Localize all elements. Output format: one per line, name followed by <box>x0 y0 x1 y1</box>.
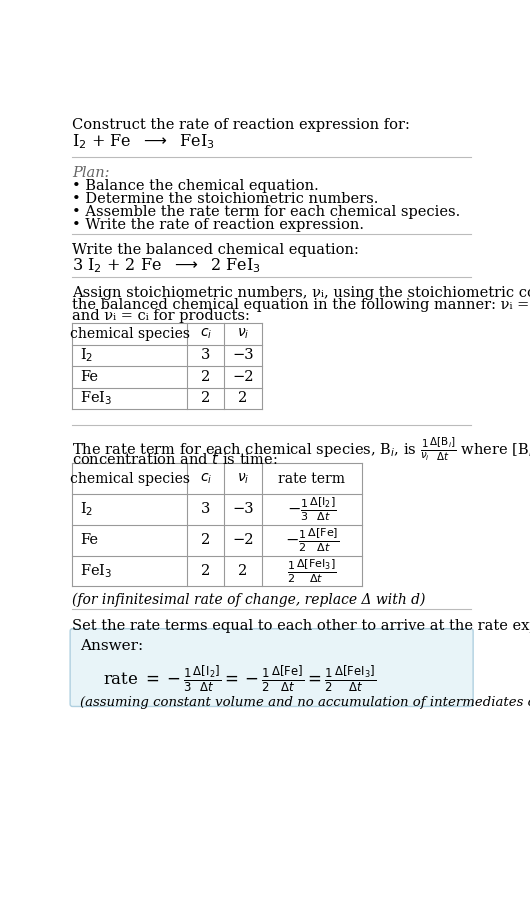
Text: Assign stoichiometric numbers, νᵢ, using the stoichiometric coefficients, cᵢ, fr: Assign stoichiometric numbers, νᵢ, using… <box>73 286 530 300</box>
Text: • Assemble the rate term for each chemical species.: • Assemble the rate term for each chemic… <box>73 205 461 219</box>
Text: I$_2$: I$_2$ <box>80 500 93 518</box>
Text: 2: 2 <box>201 370 210 384</box>
Text: the balanced chemical equation in the following manner: νᵢ = −cᵢ for reactants: the balanced chemical equation in the fo… <box>73 298 530 311</box>
Text: I$_2$ + Fe  $\longrightarrow$  FeI$_3$: I$_2$ + Fe $\longrightarrow$ FeI$_3$ <box>73 132 215 151</box>
Text: rate $= -\frac{1}{3}\frac{\Delta[\mathrm{I_2}]}{\Delta t} = -\frac{1}{2}\frac{\D: rate $= -\frac{1}{3}\frac{\Delta[\mathrm… <box>103 664 377 694</box>
Text: • Balance the chemical equation.: • Balance the chemical equation. <box>73 179 319 193</box>
Text: (for infinitesimal rate of change, replace Δ with d): (for infinitesimal rate of change, repla… <box>73 593 426 607</box>
Text: and νᵢ = cᵢ for products:: and νᵢ = cᵢ for products: <box>73 309 250 323</box>
Text: 2: 2 <box>238 564 248 578</box>
Text: Answer:: Answer: <box>80 638 144 653</box>
Text: • Determine the stoichiometric numbers.: • Determine the stoichiometric numbers. <box>73 192 379 206</box>
Text: Fe: Fe <box>80 533 98 548</box>
Text: concentration and $t$ is time:: concentration and $t$ is time: <box>73 451 278 467</box>
Text: Set the rate terms equal to each other to arrive at the rate expression:: Set the rate terms equal to each other t… <box>73 618 530 633</box>
Text: $c_i$: $c_i$ <box>200 471 212 486</box>
Text: 2: 2 <box>201 564 210 578</box>
Text: rate term: rate term <box>278 471 346 486</box>
Text: 2: 2 <box>201 533 210 548</box>
Text: chemical species: chemical species <box>70 327 190 340</box>
Text: 2: 2 <box>238 391 248 406</box>
Text: Plan:: Plan: <box>73 166 110 180</box>
Text: −3: −3 <box>232 349 254 362</box>
Text: (assuming constant volume and no accumulation of intermediates or side products): (assuming constant volume and no accumul… <box>80 696 530 709</box>
Text: $-\frac{1}{3}\frac{\Delta[\mathrm{I_2}]}{\Delta t}$: $-\frac{1}{3}\frac{\Delta[\mathrm{I_2}]}… <box>287 496 337 523</box>
Text: 3: 3 <box>201 502 210 517</box>
Text: Write the balanced chemical equation:: Write the balanced chemical equation: <box>73 243 359 257</box>
Text: $\nu_i$: $\nu_i$ <box>237 327 249 341</box>
Text: FeI$_3$: FeI$_3$ <box>80 562 112 580</box>
Text: Fe: Fe <box>80 370 98 384</box>
Text: chemical species: chemical species <box>70 471 190 486</box>
Text: 3: 3 <box>201 349 210 362</box>
Text: $\nu_i$: $\nu_i$ <box>237 471 249 486</box>
Text: The rate term for each chemical species, B$_i$, is $\frac{1}{\nu_i}\frac{\Delta[: The rate term for each chemical species,… <box>73 436 530 463</box>
Text: Construct the rate of reaction expression for:: Construct the rate of reaction expressio… <box>73 118 410 133</box>
Text: $c_i$: $c_i$ <box>200 327 212 341</box>
Text: 3 I$_2$ + 2 Fe  $\longrightarrow$  2 FeI$_3$: 3 I$_2$ + 2 Fe $\longrightarrow$ 2 FeI$_… <box>73 257 261 275</box>
FancyBboxPatch shape <box>70 628 473 706</box>
Text: I$_2$: I$_2$ <box>80 347 93 364</box>
Text: • Write the rate of reaction expression.: • Write the rate of reaction expression. <box>73 218 365 232</box>
Text: FeI$_3$: FeI$_3$ <box>80 390 112 408</box>
Text: $\frac{1}{2}\frac{\Delta[\mathrm{FeI_3}]}{\Delta t}$: $\frac{1}{2}\frac{\Delta[\mathrm{FeI_3}]… <box>287 557 337 585</box>
Text: 2: 2 <box>201 391 210 406</box>
Text: −2: −2 <box>232 370 254 384</box>
Text: −2: −2 <box>232 533 254 548</box>
Text: −3: −3 <box>232 502 254 517</box>
Text: $-\frac{1}{2}\frac{\Delta[\mathrm{Fe}]}{\Delta t}$: $-\frac{1}{2}\frac{\Delta[\mathrm{Fe}]}{… <box>285 527 339 554</box>
